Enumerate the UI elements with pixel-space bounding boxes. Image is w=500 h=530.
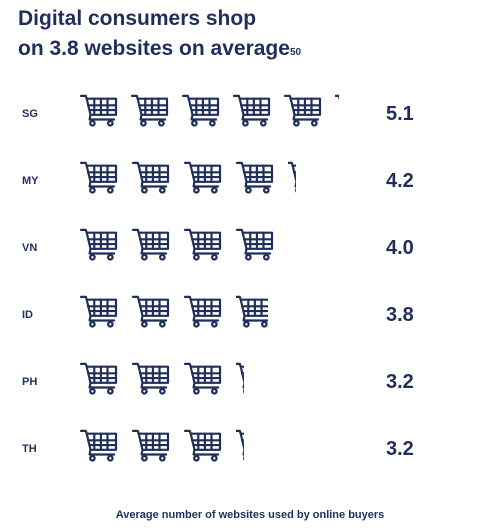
shopping-cart-icon (80, 94, 118, 127)
shopping-cart-icon (184, 429, 222, 462)
shopping-cart-icon (236, 161, 274, 194)
shopping-cart-icon (184, 362, 222, 395)
shopping-cart-icon (182, 94, 220, 127)
row-my: MY 4.2 (22, 161, 414, 194)
shopping-cart-icon (80, 362, 118, 395)
shopping-cart-icon (80, 429, 118, 462)
category-label: TH (22, 443, 37, 455)
shopping-cart-icon (132, 228, 170, 261)
shopping-cart-icon (184, 161, 222, 194)
row-th: TH 3.2 (22, 429, 414, 462)
shopping-cart-icon (132, 429, 170, 462)
shopping-cart-icon (80, 228, 118, 261)
partial-cart-icon (236, 429, 244, 462)
category-label: ID (22, 309, 33, 321)
title-line-1: Digital consumers shop (18, 7, 257, 30)
shopping-cart-icon (284, 94, 322, 127)
value-label: 4.0 (386, 237, 414, 259)
category-label: SG (22, 108, 38, 120)
title-line-2: on 3.8 websites on average50 (18, 34, 301, 64)
shopping-cart-icon (80, 161, 118, 194)
row-id: ID 3.8 (22, 295, 414, 328)
chart-caption: Average number of websites used by onlin… (115, 509, 385, 521)
shopping-cart-icon (131, 94, 169, 127)
shopping-cart-icon (184, 228, 222, 261)
title-footnote: 50 (289, 47, 302, 58)
value-label: 3.2 (386, 371, 414, 393)
partial-cart-icon (335, 94, 339, 127)
value-label: 3.8 (386, 304, 414, 326)
shopping-cart-icon (132, 161, 170, 194)
shopping-cart-icon (132, 295, 170, 328)
partial-cart-icon (288, 161, 296, 194)
value-label: 4.2 (386, 170, 414, 192)
pictogram-chart: SG 5.1 MY 4.2 VN 4.0 ID 3.8 PH 3.2 TH 3.2 (22, 94, 414, 462)
shopping-cart-icon (236, 228, 274, 261)
chart-title: Digital consumers shop on 3.8 websites o… (18, 4, 301, 64)
category-label: PH (22, 376, 37, 388)
category-label: MY (22, 175, 39, 187)
title-line-2-text: on 3.8 websites on average (18, 37, 290, 60)
shopping-cart-icon (233, 94, 271, 127)
value-label: 5.1 (386, 103, 414, 125)
shopping-cart-icon (184, 295, 222, 328)
row-ph: PH 3.2 (22, 362, 414, 395)
partial-cart-icon (236, 362, 244, 395)
partial-cart-icon (236, 295, 268, 328)
row-sg: SG 5.1 (22, 94, 414, 127)
shopping-cart-icon (132, 362, 170, 395)
shopping-cart-icon (80, 295, 118, 328)
value-label: 3.2 (386, 438, 414, 460)
row-vn: VN 4.0 (22, 228, 414, 261)
category-label: VN (22, 242, 37, 254)
